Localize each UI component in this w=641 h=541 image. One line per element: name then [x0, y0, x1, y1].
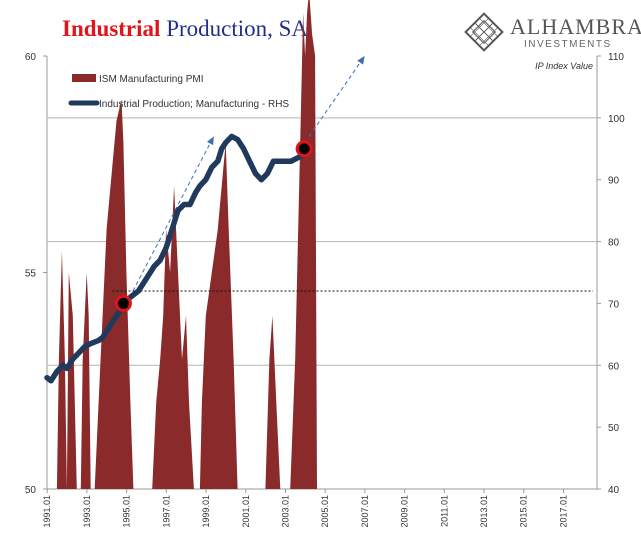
right-tick-label: 100 [608, 114, 625, 125]
logo: ALHAMBRA INVESTMENTS [462, 10, 641, 54]
x-tick-label: 2001.01 [241, 495, 251, 528]
legend-swatch-pmi [72, 74, 96, 82]
highlight-marker [295, 140, 313, 158]
x-tick-label: 1999.01 [201, 495, 211, 528]
right-axis-label: IP Index Value [535, 61, 593, 71]
x-tick-label: 1997.01 [161, 495, 171, 528]
legend-label-pmi: ISM Manufacturing PMI [99, 74, 203, 85]
highlight-markers [114, 140, 313, 312]
ip-line-group [44, 133, 308, 384]
pmi-area [47, 0, 318, 489]
title-part-2: Production, SA [166, 16, 309, 41]
x-tick-label: 1993.01 [82, 495, 92, 528]
right-tick-label: 80 [608, 238, 620, 249]
trend-arrow-head [357, 56, 365, 65]
x-tick-label: 2009.01 [400, 495, 410, 528]
left-axis-ticks: 50 55 60 [25, 52, 47, 496]
legend: ISM Manufacturing PMI Industrial Producti… [68, 74, 289, 110]
ip-line [44, 133, 308, 384]
right-tick-label: 90 [608, 176, 620, 187]
right-tick-label: 50 [608, 423, 620, 434]
x-tick-label: 2007.01 [360, 495, 370, 528]
x-axis-ticks: 1991.01 1993.01 1995.01 1997.01 1999.01 2001.… [42, 489, 568, 528]
x-tick-label: 2017.01 [558, 495, 568, 528]
trend-arrow-line [308, 55, 366, 137]
x-tick-label: 2013.01 [479, 495, 489, 528]
right-tick-label: 70 [608, 299, 620, 310]
x-tick-label: 1995.01 [122, 495, 132, 528]
logo-name: ALHAMBRA [510, 14, 641, 39]
right-axis-ticks: 40 50 60 70 80 90 100 110 [597, 52, 625, 496]
legend-label-ip: Industrial Production; Manufacturing - R… [99, 99, 289, 110]
trend-arrows [125, 55, 366, 304]
x-tick-label: 2003.01 [280, 495, 290, 528]
left-tick-label: 50 [25, 485, 37, 496]
pmi-area-path [47, 0, 318, 489]
x-tick-label: 2005.01 [320, 495, 330, 528]
x-tick-label: 2015.01 [519, 495, 529, 528]
title-part-1: Industrial [62, 16, 161, 41]
highlight-marker [114, 294, 132, 312]
diamond-lattice-icon [464, 12, 504, 52]
x-tick-label: 1991.01 [42, 495, 52, 528]
x-tick-label: 2011.01 [439, 495, 449, 527]
right-tick-label: 110 [608, 52, 624, 63]
gridlines [47, 117, 597, 366]
right-tick-label: 40 [608, 485, 620, 496]
trend-arrow-line [125, 136, 215, 304]
left-tick-label: 60 [25, 52, 37, 63]
right-tick-label: 60 [608, 361, 620, 372]
left-tick-label: 55 [25, 269, 37, 280]
trend-arrow-head [206, 136, 214, 146]
page-title: Industrial Production, SA [62, 16, 308, 42]
logo-tagline: INVESTMENTS [524, 39, 612, 50]
